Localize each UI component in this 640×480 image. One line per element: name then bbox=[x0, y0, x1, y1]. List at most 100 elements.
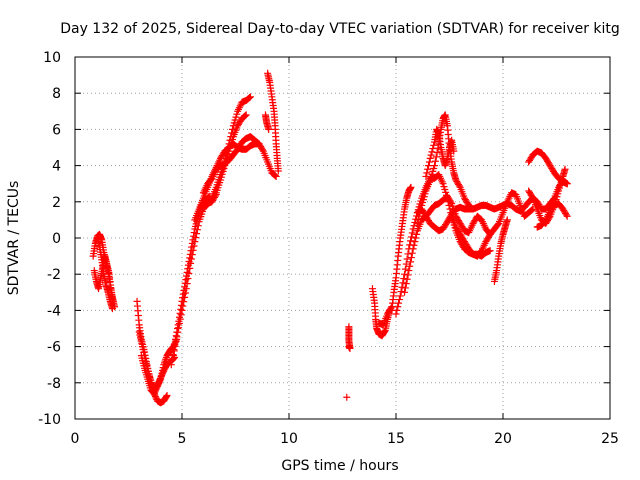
data-point-interp bbox=[194, 222, 202, 230]
data-point-interp bbox=[240, 113, 248, 121]
data-point-interp bbox=[92, 275, 100, 283]
data-point-interp bbox=[395, 296, 403, 304]
data-point-interp bbox=[135, 316, 143, 324]
data-point-interp bbox=[562, 211, 570, 219]
data-point-interp bbox=[454, 180, 462, 188]
data-point-interp bbox=[400, 275, 408, 283]
data-point-interp bbox=[175, 319, 183, 327]
data-point-interp bbox=[236, 141, 244, 149]
data-point-interp bbox=[97, 253, 105, 261]
data-point-interp bbox=[401, 265, 409, 273]
data-point-interp bbox=[270, 171, 278, 179]
data-point-interp bbox=[492, 269, 500, 277]
data-point-interp bbox=[199, 196, 207, 204]
data-point-interp bbox=[177, 311, 185, 319]
data-point-interp bbox=[451, 221, 459, 229]
data-point-interp bbox=[244, 95, 252, 103]
data-point-interp bbox=[370, 296, 378, 304]
data-point-interp bbox=[162, 394, 170, 402]
data-point-interp bbox=[515, 199, 523, 207]
data-point-interp bbox=[236, 117, 244, 125]
chart-title: Day 132 of 2025, Sidereal Day-to-day VTE… bbox=[60, 21, 620, 37]
data-point-interp bbox=[407, 233, 415, 241]
data-point bbox=[422, 172, 430, 180]
data-point-interp bbox=[193, 230, 201, 238]
data-point-interp bbox=[406, 262, 414, 270]
x-tick-label: 10 bbox=[280, 431, 298, 447]
data-point-interp bbox=[193, 226, 201, 234]
x-axis-label: GPS time / hours bbox=[281, 458, 398, 474]
y-tick-label: 4 bbox=[52, 159, 61, 175]
data-point-interp bbox=[216, 179, 224, 187]
data-point-interp bbox=[424, 165, 432, 173]
data-point-interp bbox=[503, 217, 511, 225]
data-point-interp bbox=[108, 303, 116, 311]
data-point-interp bbox=[403, 275, 411, 283]
data-point-interp bbox=[408, 249, 416, 257]
data-point-interp bbox=[394, 303, 402, 311]
data-point-interp bbox=[270, 104, 278, 112]
data-point-interp bbox=[443, 120, 451, 128]
data-point-interp bbox=[554, 190, 562, 198]
data-point-interp bbox=[396, 238, 404, 246]
data-point-interp bbox=[394, 256, 402, 264]
data-point-interp bbox=[380, 328, 388, 336]
data-point-interp bbox=[443, 156, 451, 164]
data-point-interp bbox=[103, 259, 111, 267]
data-point-interp bbox=[186, 264, 194, 272]
data-point-interp bbox=[447, 198, 455, 206]
data-point-interp bbox=[441, 112, 449, 120]
data-point bbox=[401, 270, 409, 278]
data-point-interp bbox=[170, 347, 178, 355]
data-point-interp bbox=[345, 343, 353, 351]
data-point-interp bbox=[442, 221, 450, 229]
data-point-interp bbox=[383, 312, 391, 320]
data-point-interp bbox=[437, 141, 445, 149]
data-point-interp bbox=[438, 178, 446, 186]
data-point-interp bbox=[104, 287, 112, 295]
plot-frame bbox=[74, 56, 611, 420]
data-point-interp bbox=[192, 234, 200, 242]
data-point-interp bbox=[407, 258, 415, 266]
data-point bbox=[392, 310, 400, 318]
x-tick-label: 15 bbox=[387, 431, 405, 447]
data-point-interp bbox=[428, 148, 436, 156]
data-point-interp bbox=[402, 196, 410, 204]
data-point bbox=[413, 220, 421, 228]
data-point-interp bbox=[398, 283, 406, 291]
data-point-interp bbox=[184, 275, 192, 283]
y-tick-label: 8 bbox=[52, 86, 61, 102]
data-point-interp bbox=[526, 207, 534, 215]
data-point-interp bbox=[224, 150, 232, 158]
data-point-interp bbox=[413, 230, 421, 238]
data-point bbox=[405, 267, 413, 275]
data-point-interp bbox=[558, 175, 566, 183]
data-point-interp bbox=[179, 302, 187, 310]
data-point-interp bbox=[183, 280, 191, 288]
data-point-interp bbox=[402, 280, 410, 288]
y-tick-label: 0 bbox=[52, 231, 61, 247]
data-point-interp bbox=[407, 237, 415, 245]
data-point-interp bbox=[484, 233, 492, 241]
data-point-interp bbox=[549, 166, 557, 174]
data-point-interp bbox=[460, 192, 468, 200]
data-point-interp bbox=[188, 251, 196, 259]
data-point bbox=[191, 238, 199, 246]
data-point-interp bbox=[427, 151, 435, 159]
data-point-interp bbox=[463, 199, 471, 207]
x-tick-label: 25 bbox=[601, 431, 619, 447]
data-point-interp bbox=[162, 393, 170, 401]
data-point-interp bbox=[173, 333, 181, 341]
data-point-interp bbox=[245, 94, 253, 102]
data-point-interp bbox=[561, 167, 569, 175]
data-point-interp bbox=[481, 239, 489, 247]
data-point-interp bbox=[263, 156, 271, 164]
x-tick-label: 20 bbox=[494, 431, 512, 447]
data-point-interp bbox=[527, 206, 535, 214]
data-point-interp bbox=[411, 238, 419, 246]
data-point-interp bbox=[271, 119, 279, 127]
data-point-interp bbox=[168, 356, 176, 364]
data-point-interp bbox=[433, 149, 441, 157]
data-point-interp bbox=[404, 271, 412, 279]
data-point-interp bbox=[138, 340, 146, 348]
